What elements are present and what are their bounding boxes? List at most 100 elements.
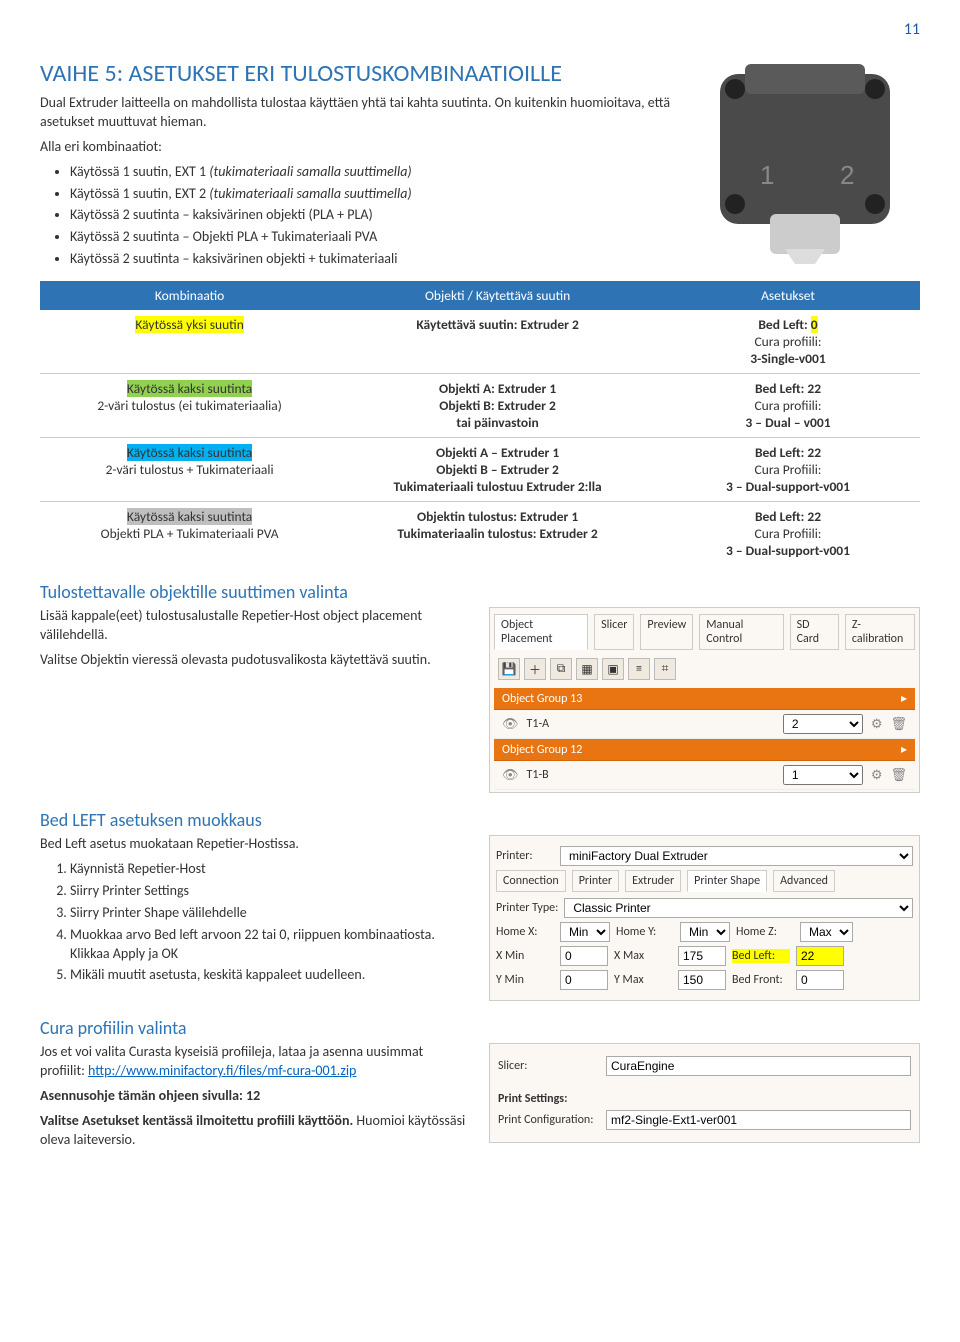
- tab-preview[interactable]: Preview: [640, 614, 693, 650]
- object-line: tai päinvastoin: [456, 414, 538, 431]
- object-line: Objekti A – Extruder 1: [436, 444, 559, 461]
- repetier-object-placement: Object Placement Slicer Preview Manual C…: [489, 607, 920, 793]
- printer-select[interactable]: miniFactory Dual Extruder: [560, 846, 913, 866]
- bedleft-intro: Bed Left asetus muokataan Repetier-Hosti…: [40, 835, 471, 854]
- combo-title: Käytössä kaksi suutinta: [127, 508, 252, 525]
- save-icon[interactable]: 💾: [498, 658, 520, 680]
- object-line: Objekti B: Extruder 2: [439, 397, 556, 414]
- table-row: Käytössä yksi suutinKäytettävä suutin: E…: [40, 310, 920, 374]
- tool-icon[interactable]: ≡: [628, 658, 650, 680]
- homey-select[interactable]: Min: [680, 922, 730, 942]
- gear-icon[interactable]: ⚙: [871, 717, 883, 732]
- bed-left-value: Bed Left: 0: [758, 316, 817, 333]
- tab-printer[interactable]: Printer: [572, 870, 619, 892]
- cura-download-link[interactable]: http://www.minifactory.fi/files/mf-cura-…: [88, 1062, 356, 1079]
- tab-printer-shape[interactable]: Printer Shape: [687, 870, 767, 892]
- th-object: Objekti / Käytettävä suutin: [339, 281, 656, 310]
- group-label: Object Group 12: [502, 743, 582, 757]
- cura-p2: Asennusohje tämän ohjeen sivulla: 12: [40, 1087, 471, 1106]
- tab-object-placement[interactable]: Object Placement: [494, 614, 588, 650]
- nozzle-p1: Lisää kappale(eet) tulostusalustalle Rep…: [40, 607, 471, 645]
- tab-advanced[interactable]: Advanced: [773, 870, 835, 892]
- object-line: Tukimateriaalin tulostus: Extruder 2: [397, 525, 597, 542]
- print-settings-label: Print Settings:: [498, 1092, 598, 1106]
- cura-profile: 3 – Dual – v001: [745, 414, 830, 431]
- cura-label: Cura profiili:: [754, 333, 821, 350]
- trash-icon[interactable]: 🗑: [890, 768, 907, 783]
- cura-profile: 3-Single-v001: [750, 350, 825, 367]
- repetier-tabs: Object Placement Slicer Preview Manual C…: [494, 614, 915, 650]
- printer-type-label: Printer Type:: [496, 901, 558, 915]
- add-icon[interactable]: ＋: [524, 658, 546, 680]
- printer-label: Printer:: [496, 849, 554, 863]
- tool2-icon[interactable]: ⌗: [654, 658, 676, 680]
- homez-select[interactable]: Max: [800, 922, 853, 942]
- ymax-input[interactable]: [678, 970, 726, 990]
- extruder-select[interactable]: 1: [783, 765, 863, 785]
- nozzle-p2: Valitse Objektin vieressä olevasta pudot…: [40, 651, 471, 670]
- grid-icon[interactable]: ▦: [576, 658, 598, 680]
- print-config-value[interactable]: [606, 1110, 911, 1130]
- printer-type-select[interactable]: Classic Printer: [564, 898, 913, 918]
- object-line: Tukimateriaali tulostuu Extruder 2:lla: [393, 478, 601, 495]
- tab-connection[interactable]: Connection: [496, 870, 566, 892]
- step-item: Siirry Printer Shape välilehdelle: [70, 904, 471, 923]
- bedfront-input[interactable]: [796, 970, 844, 990]
- trash-icon[interactable]: 🗑: [890, 717, 907, 732]
- table-row: Käytössä kaksi suutintaObjekti PLA + Tuk…: [40, 502, 920, 566]
- gear-icon[interactable]: ⚙: [871, 768, 883, 783]
- homex-select[interactable]: Min: [560, 922, 610, 942]
- table-row: Käytössä kaksi suutinta2-väri tulostus +…: [40, 438, 920, 502]
- bedleft-section-title: Bed LEFT asetuksen muokkaus: [40, 809, 920, 831]
- ymin-input[interactable]: [560, 970, 608, 990]
- cura-p3: Valitse Asetukset kentässä ilmoitettu pr…: [40, 1112, 471, 1150]
- object-row: 👁 T1-A 2 ⚙ 🗑: [494, 710, 915, 739]
- eye-icon[interactable]: 👁: [502, 717, 519, 732]
- extruder-select[interactable]: 2: [783, 714, 863, 734]
- center-icon[interactable]: ▣: [602, 658, 624, 680]
- slicer-value[interactable]: [606, 1056, 911, 1076]
- tab-sd-card[interactable]: SD Card: [790, 614, 839, 650]
- object-name: T1-A: [527, 717, 550, 731]
- extruder-illustration: 1 2: [690, 54, 920, 264]
- xmax-label: X Max: [614, 949, 672, 963]
- cura-label: Cura profiili:: [754, 397, 821, 414]
- cura-label: Cura Profiili:: [755, 461, 822, 478]
- nozzle-section-title: Tulostettavalle objektille suuttimen val…: [40, 581, 920, 603]
- object-line: Objekti B – Extruder 2: [436, 461, 559, 478]
- step-item: Käynnistä Repetier-Host: [70, 860, 471, 879]
- slicer-label: Slicer:: [498, 1059, 598, 1073]
- combo-title: Käytössä kaksi suutinta: [127, 444, 252, 461]
- tab-z-calibration[interactable]: Z-calibration: [845, 614, 915, 650]
- xmin-label: X Min: [496, 949, 554, 963]
- bedfront-label: Bed Front:: [732, 973, 790, 987]
- xmin-input[interactable]: [560, 946, 608, 966]
- cura-profile: 3 – Dual-support-v001: [726, 542, 850, 559]
- cura-section-title: Cura profiilin valinta: [40, 1017, 920, 1039]
- tab-slicer[interactable]: Slicer: [594, 614, 634, 650]
- combination-table: Kombinaatio Objekti / Käytettävä suutin …: [40, 281, 920, 565]
- eye-icon[interactable]: 👁: [502, 768, 519, 783]
- group-label: Object Group 13: [502, 692, 582, 706]
- combo-subtitle: Objekti PLA + Tukimateriaali PVA: [101, 525, 279, 542]
- bed-left-value: Bed Left: 22: [755, 444, 821, 461]
- bedleft-input[interactable]: [796, 946, 844, 966]
- slicer-panel: Slicer: Print Settings: Print Configurat…: [489, 1043, 920, 1143]
- object-name: T1-B: [527, 768, 549, 782]
- object-line: Käytettävä suutin: Extruder 2: [416, 316, 578, 333]
- bedleft-label: Bed Left:: [732, 949, 790, 963]
- combo-title: Käytössä kaksi suutinta: [127, 380, 252, 397]
- th-settings: Asetukset: [656, 281, 920, 310]
- step-item: Mikäli muutit asetusta, keskitä kappalee…: [70, 966, 471, 985]
- combo-subtitle: 2-väri tulostus (ei tukimateriaalia): [97, 397, 282, 414]
- printer-settings-panel: Printer: miniFactory Dual Extruder Conne…: [489, 835, 920, 1001]
- copy-icon[interactable]: ⧉: [550, 658, 572, 680]
- xmax-input[interactable]: [678, 946, 726, 966]
- bullet-item: Käytössä 1 suutin, EXT 2 (tukimateriaali…: [70, 185, 412, 202]
- object-line: Objektin tulostus: Extruder 1: [417, 508, 578, 525]
- tab-manual-control[interactable]: Manual Control: [699, 614, 783, 650]
- object-group-header[interactable]: Object Group 13▸: [494, 688, 915, 710]
- print-config-label: Print Configuration:: [498, 1113, 598, 1127]
- object-group-header[interactable]: Object Group 12▸: [494, 739, 915, 761]
- tab-extruder[interactable]: Extruder: [625, 870, 681, 892]
